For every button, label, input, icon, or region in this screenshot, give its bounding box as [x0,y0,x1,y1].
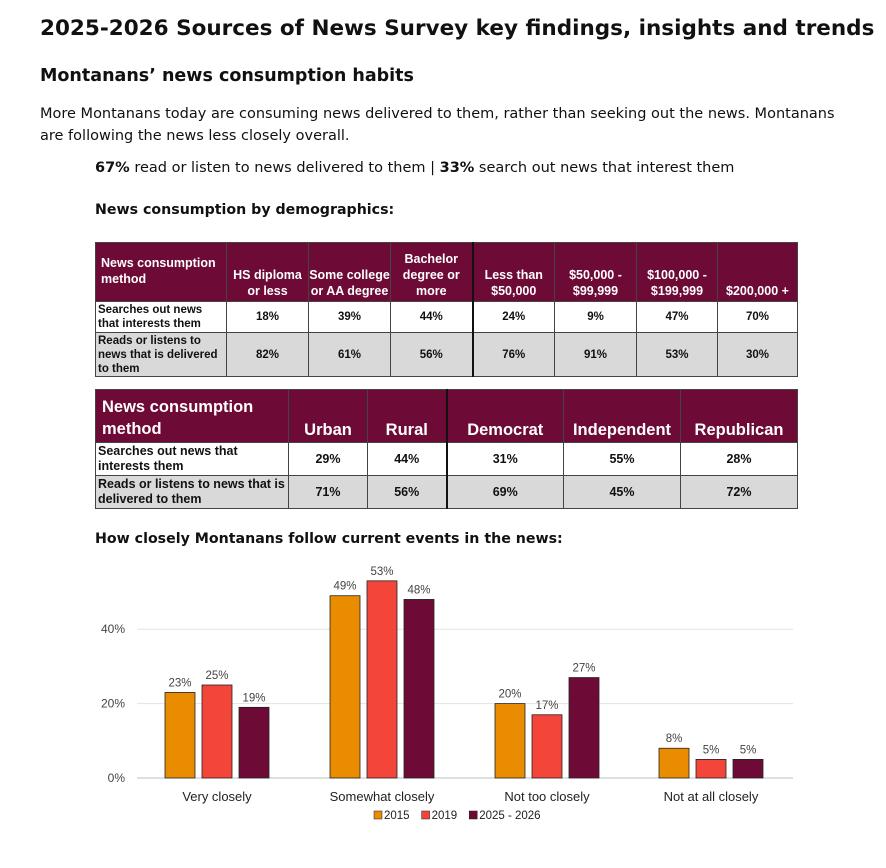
table-cell: 9% [554,301,637,333]
bar [366,580,398,779]
y-tick-label: 0% [108,771,126,785]
category-label: Somewhat closely [330,789,435,804]
bar [695,758,727,779]
table-header-row: News consumption method Urban Rural Demo… [95,389,798,443]
consumption-summary: 67% read or listen to news delivered to … [95,160,734,176]
table-cell: 44% [367,442,447,476]
page-title: 2025-2026 Sources of News Survey key fin… [40,16,875,41]
data-label: 23% [168,677,191,689]
y-tick-label: 40% [101,622,125,636]
bar [201,684,233,779]
data-label: 48% [407,584,430,596]
search-text: search out news that interest them [474,160,735,176]
column-header: Urban [288,389,368,443]
table-cell: 61% [308,332,391,377]
table-row: Reads or listens to news that is deliver… [95,332,798,377]
table-cell: 45% [563,475,681,509]
table-cell: 56% [390,332,473,377]
table-cell: 47% [636,301,718,333]
table-cell: 69% [445,475,564,509]
data-label: 5% [740,744,757,756]
column-header: News consumption method [95,242,227,302]
bar [531,714,563,779]
column-header: Rural [367,389,447,443]
table-cell: 31% [445,442,564,476]
legend-swatch [468,810,478,820]
table-cell: 28% [680,442,798,476]
data-label: 53% [370,566,393,578]
data-label: 49% [333,581,356,593]
data-label: 5% [703,744,720,756]
demographics-heading: News consumption by demographics: [95,202,395,218]
intro-paragraph: More Montanans today are consuming news … [40,106,835,144]
data-label: 25% [205,670,228,682]
legend-label: 2019 [432,810,458,822]
row-label: Searches out news that interests them [95,301,227,333]
table-row: Searches out news that interests them 18… [95,301,798,333]
news-following-chart: 0% 20% 40% 23% 49% 20% 8% 25% 53% 17% 5% 19% 48% 27% 5… [101,566,793,822]
column-header: $200,000 + [717,242,798,302]
data-label: 27% [572,663,595,675]
bar [658,747,690,779]
table-cell: 55% [563,442,681,476]
column-header: $50,000 - $99,999 [554,242,637,302]
table-cell: 71% [288,475,368,509]
column-header: Less than $50,000 [471,242,555,302]
table-cell: 72% [680,475,798,509]
data-label: 17% [535,700,558,712]
delivered-percent: 67% [95,160,130,176]
delivered-text: read or listen to news delivered to them… [129,160,440,176]
table-cell: 76% [471,332,555,377]
chart-title: How closely Montanans follow current eve… [95,531,563,547]
bar [238,706,270,779]
section-title: Montanans’ news consumption habits [40,66,414,86]
column-header: Democrat [445,389,564,443]
table-cell: 56% [367,475,447,509]
data-label: 19% [242,692,265,704]
table-cell: 91% [554,332,637,377]
table-cell: 44% [390,301,473,333]
row-label: Reads or listens to news that is deliver… [95,475,289,509]
column-header: News consumption method [95,389,289,443]
legend-swatch [373,810,383,820]
table-row: Searches out news that interests them 29… [95,442,798,476]
search-percent: 33% [439,160,475,176]
data-label: 20% [498,689,521,701]
column-header: $100,000 - $199,999 [636,242,718,302]
column-header: Independent [563,389,681,443]
bar [403,599,435,779]
bar [164,692,196,779]
legend-label: 2025 - 2026 [479,810,540,822]
table-cell: 18% [226,301,309,333]
category-label: Very closely [182,789,252,804]
demographics-table: News consumption method HS diploma or le… [95,242,798,377]
table-cell: 39% [308,301,391,333]
category-label: Not at all closely [664,789,759,804]
category-label: Not too closely [504,789,590,804]
table-cell: 29% [288,442,368,476]
table-row: Reads or listens to news that is deliver… [95,475,798,509]
bar [568,677,600,779]
bar [732,758,764,779]
table-cell: 70% [717,301,798,333]
table-cell: 24% [471,301,555,333]
table-header-row: News consumption method HS diploma or le… [95,242,798,302]
table-cell: 30% [717,332,798,377]
row-label: Reads or listens to news that is deliver… [95,332,227,377]
bar [329,595,361,779]
data-label: 8% [666,733,683,745]
legend-label: 2015 [384,810,410,822]
bar [494,703,526,779]
column-header: Bachelor degree or more [390,242,473,302]
table-cell: 82% [226,332,309,377]
column-header: HS diploma or less [226,242,309,302]
region-party-table: News consumption method Urban Rural Demo… [95,389,798,509]
legend-swatch [421,810,430,820]
row-label: Searches out news that interests them [95,442,289,476]
column-header: Some college or AA degree [308,242,391,302]
table-cell: 53% [636,332,718,377]
column-header: Republican [680,389,798,443]
y-tick-label: 20% [101,697,125,711]
